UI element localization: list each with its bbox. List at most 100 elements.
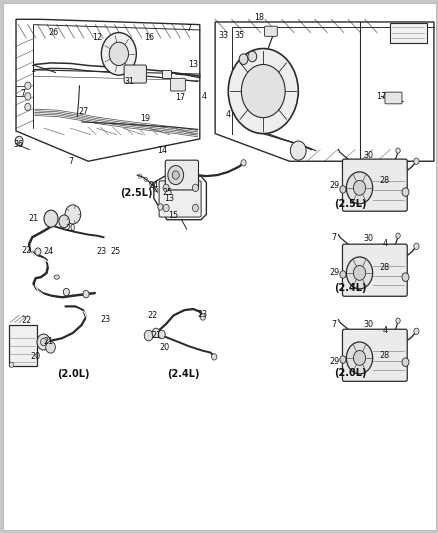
Circle shape xyxy=(157,204,162,210)
Text: 30: 30 xyxy=(363,320,372,329)
Text: 14: 14 xyxy=(157,146,167,155)
Text: 15: 15 xyxy=(168,211,178,220)
Text: 1: 1 xyxy=(30,66,35,74)
Text: 7: 7 xyxy=(331,233,336,243)
Circle shape xyxy=(239,54,247,64)
Circle shape xyxy=(101,33,136,75)
Circle shape xyxy=(413,158,418,165)
FancyBboxPatch shape xyxy=(165,160,198,190)
Circle shape xyxy=(241,64,285,118)
Text: 29: 29 xyxy=(328,357,339,366)
FancyBboxPatch shape xyxy=(9,325,37,367)
Circle shape xyxy=(15,136,23,146)
Text: (2.0L): (2.0L) xyxy=(334,368,366,378)
Text: 22: 22 xyxy=(22,246,32,255)
FancyBboxPatch shape xyxy=(389,23,426,43)
Text: 22: 22 xyxy=(22,316,32,325)
FancyBboxPatch shape xyxy=(342,244,406,296)
Text: 4: 4 xyxy=(381,239,386,248)
Circle shape xyxy=(339,185,345,193)
Circle shape xyxy=(346,172,372,204)
Text: 23: 23 xyxy=(198,310,208,319)
Text: 24: 24 xyxy=(44,247,54,256)
Circle shape xyxy=(395,318,399,324)
Text: 4: 4 xyxy=(381,326,386,335)
Circle shape xyxy=(401,358,408,367)
Circle shape xyxy=(339,356,345,364)
Text: 7: 7 xyxy=(186,24,191,33)
Circle shape xyxy=(353,351,365,366)
Circle shape xyxy=(228,49,297,134)
Text: 21: 21 xyxy=(151,331,161,340)
Circle shape xyxy=(83,290,89,298)
Circle shape xyxy=(144,330,152,341)
Circle shape xyxy=(247,51,256,62)
Text: 7: 7 xyxy=(331,320,336,329)
Text: (2.5L): (2.5L) xyxy=(120,188,152,198)
Text: 35: 35 xyxy=(233,31,244,40)
Circle shape xyxy=(211,354,216,360)
Text: 17: 17 xyxy=(175,93,185,102)
Circle shape xyxy=(25,103,31,111)
Circle shape xyxy=(401,273,408,281)
Text: 27: 27 xyxy=(78,107,89,116)
Text: 7: 7 xyxy=(68,157,73,166)
FancyBboxPatch shape xyxy=(264,26,277,36)
Text: 30: 30 xyxy=(363,235,372,244)
Text: 30: 30 xyxy=(363,151,372,160)
Text: 28: 28 xyxy=(379,263,389,272)
Text: 19: 19 xyxy=(140,114,150,123)
Text: 23: 23 xyxy=(96,247,106,256)
Text: 20: 20 xyxy=(31,352,41,361)
Text: (2.0L): (2.0L) xyxy=(57,369,89,379)
Circle shape xyxy=(158,330,165,339)
Circle shape xyxy=(44,210,58,227)
Circle shape xyxy=(59,215,69,228)
FancyBboxPatch shape xyxy=(3,3,435,530)
Circle shape xyxy=(413,243,418,249)
Circle shape xyxy=(395,233,399,238)
Text: (2.4L): (2.4L) xyxy=(167,369,199,379)
Circle shape xyxy=(10,362,14,368)
Circle shape xyxy=(401,188,408,196)
Circle shape xyxy=(25,93,31,100)
Circle shape xyxy=(339,271,345,278)
Circle shape xyxy=(192,204,198,212)
FancyBboxPatch shape xyxy=(161,70,171,78)
Circle shape xyxy=(200,314,205,320)
Circle shape xyxy=(109,42,128,66)
Circle shape xyxy=(353,180,365,195)
FancyBboxPatch shape xyxy=(342,329,406,381)
Text: 20: 20 xyxy=(159,343,170,352)
Circle shape xyxy=(25,82,31,90)
Text: 25: 25 xyxy=(110,247,120,256)
Text: 20: 20 xyxy=(66,224,76,233)
Text: 17: 17 xyxy=(375,92,385,101)
Text: 13: 13 xyxy=(188,60,198,69)
Circle shape xyxy=(40,338,46,346)
Text: 4: 4 xyxy=(201,92,206,101)
Text: 29: 29 xyxy=(328,181,339,190)
Text: 28: 28 xyxy=(379,176,389,185)
Text: 21: 21 xyxy=(43,337,53,346)
Circle shape xyxy=(290,141,305,160)
Text: 7: 7 xyxy=(20,89,25,98)
Text: 28: 28 xyxy=(379,351,389,360)
FancyBboxPatch shape xyxy=(124,65,146,83)
Circle shape xyxy=(152,328,159,338)
Circle shape xyxy=(35,248,41,255)
Text: 31: 31 xyxy=(124,77,134,86)
Text: 12: 12 xyxy=(92,34,102,43)
Circle shape xyxy=(413,328,418,335)
FancyBboxPatch shape xyxy=(170,78,185,91)
Circle shape xyxy=(162,204,169,212)
Circle shape xyxy=(167,165,183,184)
Circle shape xyxy=(192,184,198,191)
Text: 21: 21 xyxy=(28,214,39,223)
FancyBboxPatch shape xyxy=(384,92,401,104)
Text: 29: 29 xyxy=(328,269,339,277)
Text: 4: 4 xyxy=(225,110,230,119)
Text: 23: 23 xyxy=(100,315,110,324)
FancyBboxPatch shape xyxy=(342,159,406,211)
Text: 16: 16 xyxy=(144,34,154,43)
